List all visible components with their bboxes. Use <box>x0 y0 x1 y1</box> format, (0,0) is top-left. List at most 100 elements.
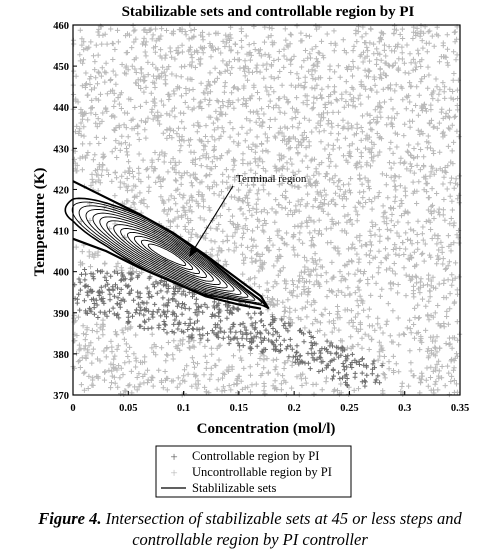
uncontrollable-point <box>377 149 383 155</box>
uncontrollable-point <box>152 49 158 55</box>
uncontrollable-point <box>275 272 281 278</box>
y-tick-label: 460 <box>53 21 69 32</box>
uncontrollable-point <box>316 129 322 135</box>
uncontrollable-point <box>222 258 228 264</box>
uncontrollable-point <box>425 133 431 139</box>
uncontrollable-point <box>285 297 291 303</box>
uncontrollable-point <box>344 345 350 351</box>
uncontrollable-point <box>446 259 452 265</box>
uncontrollable-point <box>216 357 222 363</box>
uncontrollable-point <box>239 124 245 130</box>
uncontrollable-point <box>90 157 96 163</box>
uncontrollable-point <box>343 98 349 105</box>
uncontrollable-point <box>281 313 287 320</box>
uncontrollable-point <box>261 380 267 387</box>
uncontrollable-point <box>396 342 402 348</box>
uncontrollable-point <box>268 84 274 91</box>
uncontrollable-point <box>336 193 342 199</box>
uncontrollable-point <box>433 167 439 173</box>
uncontrollable-point <box>108 385 114 391</box>
y-tick-label: 430 <box>53 144 69 155</box>
uncontrollable-point <box>334 98 340 104</box>
figure-caption: Figure 4. Intersection of stabilizable s… <box>0 508 500 550</box>
uncontrollable-points <box>70 22 463 398</box>
uncontrollable-point <box>392 194 398 200</box>
uncontrollable-point <box>208 54 214 60</box>
uncontrollable-point <box>249 146 255 153</box>
uncontrollable-point <box>96 70 102 76</box>
uncontrollable-point <box>252 281 258 287</box>
uncontrollable-point <box>239 235 245 241</box>
uncontrollable-point <box>157 121 163 127</box>
uncontrollable-point <box>279 180 285 186</box>
uncontrollable-point <box>358 101 364 107</box>
uncontrollable-point <box>256 284 262 290</box>
uncontrollable-point <box>399 50 405 56</box>
uncontrollable-point <box>381 47 387 53</box>
x-tick-label: 0.2 <box>288 403 301 414</box>
uncontrollable-point <box>425 276 432 282</box>
uncontrollable-point <box>261 207 267 213</box>
uncontrollable-point <box>99 65 105 71</box>
uncontrollable-point <box>208 372 214 378</box>
uncontrollable-point <box>261 229 267 235</box>
uncontrollable-point <box>415 315 422 321</box>
uncontrollable-point <box>263 66 269 72</box>
uncontrollable-point <box>381 372 388 378</box>
uncontrollable-point <box>318 139 324 145</box>
uncontrollable-point <box>127 165 133 171</box>
uncontrollable-point <box>218 189 225 195</box>
uncontrollable-point <box>163 27 170 34</box>
uncontrollable-point <box>438 54 444 60</box>
uncontrollable-point <box>323 192 329 198</box>
uncontrollable-point <box>145 59 151 65</box>
uncontrollable-point <box>329 259 335 265</box>
uncontrollable-point <box>119 61 125 68</box>
uncontrollable-point <box>363 31 369 37</box>
uncontrollable-point <box>346 271 352 277</box>
uncontrollable-point <box>407 51 413 57</box>
uncontrollable-point <box>362 145 369 151</box>
uncontrollable-point <box>291 247 297 253</box>
uncontrollable-point <box>118 141 124 147</box>
uncontrollable-point <box>284 230 290 236</box>
uncontrollable-point <box>309 129 315 135</box>
uncontrollable-point <box>263 84 269 90</box>
uncontrollable-point <box>299 64 305 70</box>
uncontrollable-point <box>447 193 453 199</box>
uncontrollable-point <box>298 82 304 89</box>
uncontrollable-point <box>181 138 187 144</box>
uncontrollable-point <box>445 321 451 327</box>
uncontrollable-point <box>350 58 356 65</box>
uncontrollable-point <box>136 384 142 390</box>
uncontrollable-point <box>314 318 320 324</box>
uncontrollable-point <box>330 289 336 295</box>
uncontrollable-point <box>349 221 355 227</box>
uncontrollable-point <box>170 378 176 384</box>
uncontrollable-point <box>145 377 151 383</box>
uncontrollable-point <box>348 176 354 182</box>
uncontrollable-point <box>253 65 259 71</box>
uncontrollable-point <box>92 59 98 65</box>
uncontrollable-point <box>312 68 318 74</box>
uncontrollable-point <box>149 374 155 380</box>
uncontrollable-point <box>136 165 142 171</box>
x-tick-label: 0.35 <box>451 403 469 414</box>
uncontrollable-point <box>437 87 443 93</box>
uncontrollable-point <box>240 225 246 231</box>
uncontrollable-point <box>115 39 121 45</box>
uncontrollable-point <box>209 159 215 165</box>
uncontrollable-point <box>213 226 219 232</box>
uncontrollable-point <box>436 120 442 126</box>
uncontrollable-point <box>327 152 333 158</box>
uncontrollable-point <box>391 222 397 229</box>
uncontrollable-point <box>143 135 149 141</box>
uncontrollable-point <box>313 125 319 131</box>
uncontrollable-point <box>244 226 250 233</box>
uncontrollable-point <box>328 130 334 136</box>
uncontrollable-point <box>366 333 372 339</box>
uncontrollable-point <box>402 208 408 214</box>
uncontrollable-point <box>372 232 378 238</box>
uncontrollable-point <box>220 384 226 390</box>
